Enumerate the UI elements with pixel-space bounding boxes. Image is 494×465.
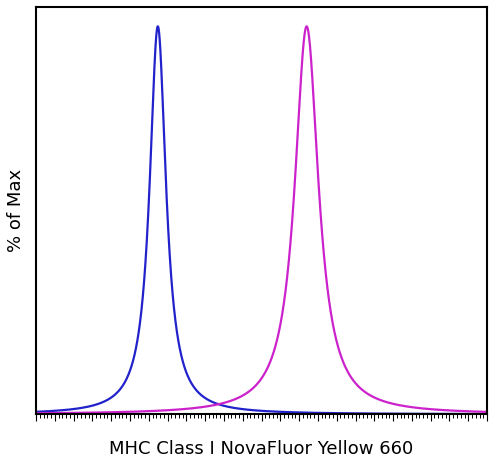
X-axis label: MHC Class I NovaFluor Yellow 660: MHC Class I NovaFluor Yellow 660 <box>110 440 413 458</box>
Y-axis label: % of Max: % of Max <box>7 169 25 252</box>
